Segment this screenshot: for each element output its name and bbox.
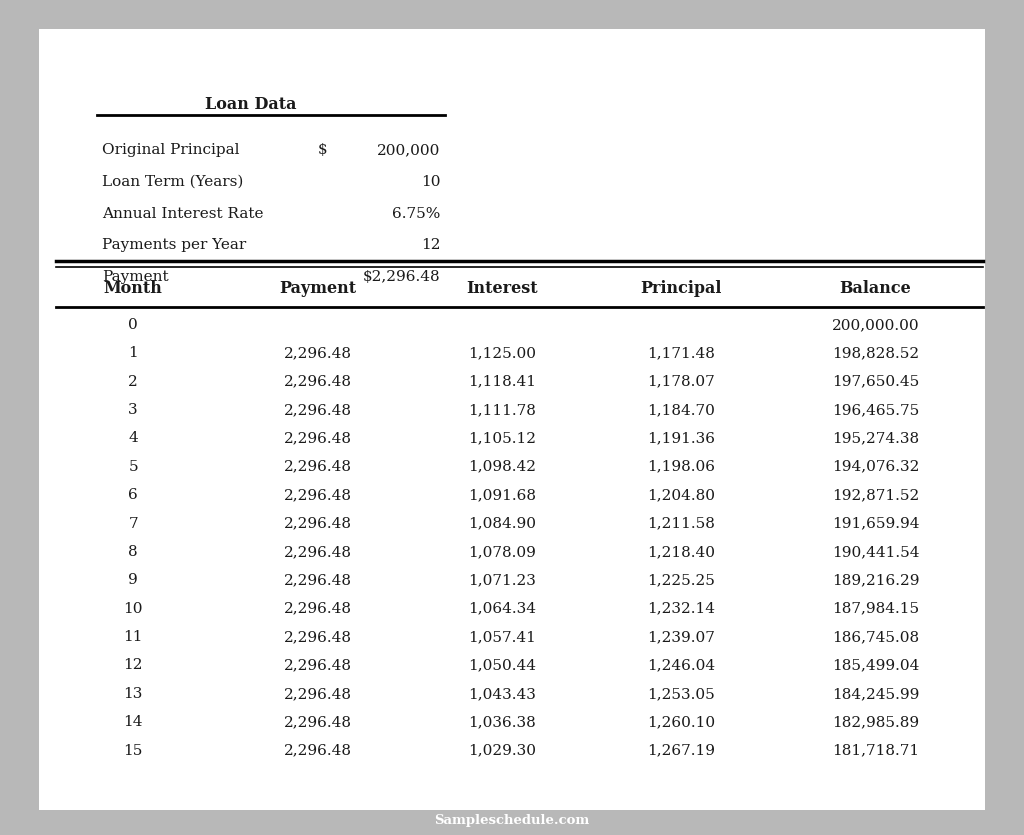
Text: 194,076.32: 194,076.32 [831,460,920,473]
Text: 12: 12 [421,239,440,252]
Text: 1,111.78: 1,111.78 [468,403,536,417]
Text: 6: 6 [128,488,138,502]
Text: 12: 12 [123,659,143,672]
Text: 2,296.48: 2,296.48 [284,488,351,502]
Text: Sampleschedule.com: Sampleschedule.com [434,814,590,827]
Text: 1,105.12: 1,105.12 [468,432,536,445]
Text: 187,984.15: 187,984.15 [831,602,920,615]
Text: 1,036.38: 1,036.38 [468,716,536,729]
Text: 200,000.00: 200,000.00 [831,318,920,331]
Text: Balance: Balance [840,280,911,296]
Text: $: $ [317,144,327,157]
Text: 2,296.48: 2,296.48 [284,432,351,445]
Text: 1,198.06: 1,198.06 [647,460,715,473]
Text: 1,232.14: 1,232.14 [647,602,715,615]
Text: 200,000: 200,000 [377,144,440,157]
Text: 2,296.48: 2,296.48 [284,687,351,701]
Text: 6.75%: 6.75% [392,207,440,220]
Text: 1,029.30: 1,029.30 [468,744,536,757]
Text: 10: 10 [123,602,143,615]
Text: 192,871.52: 192,871.52 [831,488,920,502]
Text: Loan Data: Loan Data [205,96,297,113]
Text: Annual Interest Rate: Annual Interest Rate [102,207,264,220]
Text: Payment: Payment [279,280,356,296]
Text: 2,296.48: 2,296.48 [284,659,351,672]
Text: 1,171.48: 1,171.48 [647,347,715,360]
Text: 1,204.80: 1,204.80 [647,488,715,502]
Text: 184,245.99: 184,245.99 [831,687,920,701]
Text: 1,071.23: 1,071.23 [468,574,536,587]
Text: 185,499.04: 185,499.04 [831,659,920,672]
Text: 1,057.41: 1,057.41 [468,630,536,644]
Text: 2,296.48: 2,296.48 [284,517,351,530]
Text: 10: 10 [421,175,440,189]
Text: 1,125.00: 1,125.00 [468,347,536,360]
Text: 1,267.19: 1,267.19 [647,744,715,757]
Text: 195,274.38: 195,274.38 [831,432,920,445]
Text: 2,296.48: 2,296.48 [284,602,351,615]
Text: 2,296.48: 2,296.48 [284,630,351,644]
Text: 196,465.75: 196,465.75 [831,403,920,417]
Text: 1,050.44: 1,050.44 [468,659,536,672]
Text: 197,650.45: 197,650.45 [831,375,920,388]
Text: 8: 8 [128,545,138,559]
Text: 9: 9 [128,574,138,587]
Text: 3: 3 [128,403,138,417]
Text: 181,718.71: 181,718.71 [831,744,920,757]
Text: 7: 7 [128,517,138,530]
Text: 2,296.48: 2,296.48 [284,716,351,729]
Text: Month: Month [103,280,163,296]
Text: 4: 4 [128,432,138,445]
Text: 189,216.29: 189,216.29 [831,574,920,587]
Text: 2,296.48: 2,296.48 [284,574,351,587]
Text: 1,043.43: 1,043.43 [468,687,536,701]
Text: 191,659.94: 191,659.94 [831,517,920,530]
Text: 2,296.48: 2,296.48 [284,403,351,417]
Text: 2,296.48: 2,296.48 [284,347,351,360]
Text: 1,191.36: 1,191.36 [647,432,715,445]
Text: 2,296.48: 2,296.48 [284,460,351,473]
Text: 1,084.90: 1,084.90 [468,517,536,530]
Text: 5: 5 [128,460,138,473]
Text: 1,118.41: 1,118.41 [468,375,536,388]
Text: Payments per Year: Payments per Year [102,239,247,252]
Text: 1,239.07: 1,239.07 [647,630,715,644]
Text: 0: 0 [128,318,138,331]
Text: 2,296.48: 2,296.48 [284,545,351,559]
Text: 11: 11 [123,630,143,644]
Text: $2,296.48: $2,296.48 [362,271,440,284]
Text: 13: 13 [124,687,142,701]
Text: Principal: Principal [640,280,722,296]
Text: 1,091.68: 1,091.68 [468,488,536,502]
Text: 1,064.34: 1,064.34 [468,602,536,615]
Text: 1,078.09: 1,078.09 [468,545,536,559]
Text: 2,296.48: 2,296.48 [284,375,351,388]
Text: Interest: Interest [466,280,538,296]
Text: 15: 15 [124,744,142,757]
Text: 2,296.48: 2,296.48 [284,744,351,757]
Text: 182,985.89: 182,985.89 [831,716,920,729]
Text: 1,225.25: 1,225.25 [647,574,715,587]
Text: Payment: Payment [102,271,169,284]
Text: 186,745.08: 186,745.08 [831,630,920,644]
Text: 2: 2 [128,375,138,388]
Text: 14: 14 [123,716,143,729]
Text: 1: 1 [128,347,138,360]
Text: 1,184.70: 1,184.70 [647,403,715,417]
Text: 198,828.52: 198,828.52 [831,347,920,360]
Text: 190,441.54: 190,441.54 [831,545,920,559]
Text: 1,098.42: 1,098.42 [468,460,536,473]
Text: 1,253.05: 1,253.05 [647,687,715,701]
Text: 1,178.07: 1,178.07 [647,375,715,388]
Text: 1,218.40: 1,218.40 [647,545,715,559]
Text: 1,211.58: 1,211.58 [647,517,715,530]
Text: Loan Term (Years): Loan Term (Years) [102,175,244,189]
Text: 1,246.04: 1,246.04 [647,659,715,672]
Text: 1,260.10: 1,260.10 [647,716,715,729]
Text: Original Principal: Original Principal [102,144,240,157]
